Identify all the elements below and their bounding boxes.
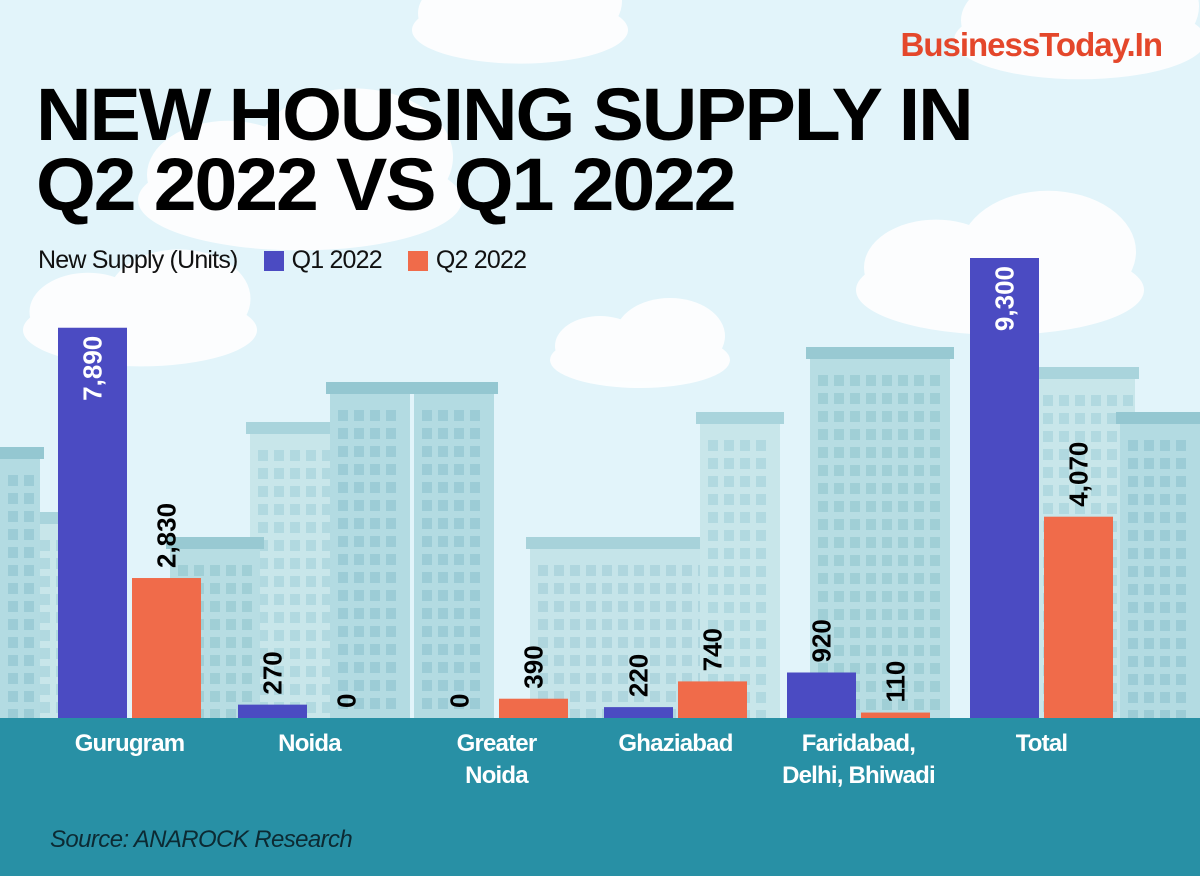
value-label: 220 (624, 654, 654, 697)
bar-q1 (970, 258, 1039, 718)
category-label: Total (1015, 730, 1068, 757)
title-line-2: Q2 2022 VS Q1 2022 (36, 143, 737, 226)
category-label: Ghaziabad (618, 730, 733, 757)
value-label: 390 (519, 645, 549, 688)
bar-q2 (132, 578, 201, 718)
legend-label-q2: Q2 2022 (435, 246, 527, 274)
value-label: 7,890 (78, 336, 108, 401)
legend-label-q1: Q1 2022 (291, 246, 383, 274)
value-label: 920 (807, 619, 837, 662)
title-line-1: NEW HOUSING SUPPLY IN (36, 73, 974, 156)
building (0, 447, 44, 720)
brand-logo: BusinessToday.In (900, 26, 1163, 63)
value-label: 2,830 (152, 503, 182, 568)
legend-swatch-q2 (407, 250, 428, 271)
cloud (954, 0, 1200, 80)
value-label: 9,300 (990, 266, 1020, 331)
bar-q2 (499, 698, 568, 718)
value-label: 110 (881, 661, 911, 703)
category-label: Noida (278, 730, 341, 757)
building (806, 347, 954, 718)
cloud (550, 298, 730, 388)
category-label: Greater Noida (456, 730, 538, 789)
bar-q2 (861, 712, 930, 718)
ground-band (0, 718, 1200, 876)
cloud (138, 88, 462, 251)
category-label: Faridabad, Delhi, Bhiwadi (782, 730, 936, 789)
bar-q1 (604, 707, 673, 718)
bar-q2 (678, 681, 747, 718)
building (326, 382, 414, 718)
bar-q1 (787, 672, 856, 718)
legend-swatch-q1 (263, 250, 284, 271)
building (696, 412, 784, 721)
bar-q1 (238, 704, 307, 718)
category-label: Gurugram (74, 730, 185, 757)
legend: New Supply (Units) Q1 2022 Q2 2022 (38, 246, 527, 275)
building (410, 382, 498, 718)
value-label: 270 (258, 651, 288, 694)
value-label: 740 (698, 628, 728, 671)
bar-q1 (58, 327, 127, 718)
chart-title: NEW HOUSING SUPPLY IN Q2 2022 VS Q1 2022 (36, 73, 974, 226)
building (246, 422, 344, 718)
building (1116, 412, 1200, 721)
cloud (412, 0, 628, 64)
value-label: 4,070 (1064, 442, 1094, 507)
value-label: 0 (332, 694, 362, 708)
value-label: 0 (445, 694, 475, 708)
bar-q2 (1044, 516, 1113, 718)
legend-title: New Supply (Units) (38, 246, 238, 274)
source-note: Source: ANAROCK Research (50, 826, 353, 853)
